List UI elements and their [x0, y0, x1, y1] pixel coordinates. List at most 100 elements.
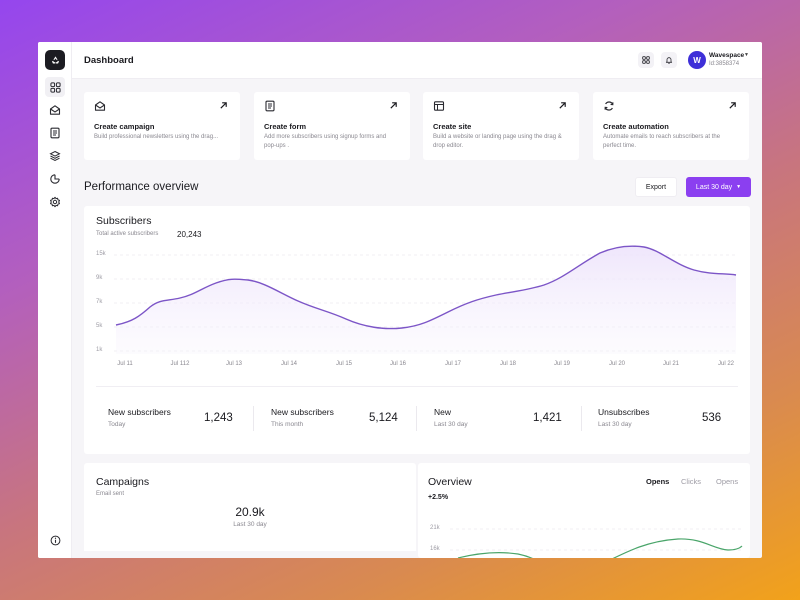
grid-icon: [642, 56, 650, 64]
stat-period: This month: [271, 421, 304, 428]
quick-action-description: Build professional newsletters using the…: [94, 134, 219, 140]
gear-icon: [50, 196, 60, 208]
info-button[interactable]: [47, 532, 63, 548]
sidebar: [38, 42, 72, 558]
user-name[interactable]: Wavespace: [709, 52, 745, 59]
page-title: Dashboard: [84, 55, 134, 66]
sidebar-item-layers[interactable]: [47, 148, 63, 164]
y-tick: 5k: [96, 323, 103, 329]
stat-period: Today: [108, 421, 126, 428]
date-range-label: Last 30 day: [695, 183, 733, 191]
avatar[interactable]: W: [688, 51, 706, 69]
sidebar-item-dashboard[interactable]: [45, 77, 65, 97]
export-button[interactable]: Export: [635, 177, 677, 197]
chevron-down-icon: ▼: [736, 184, 742, 190]
info-icon: [50, 535, 60, 545]
overview-change: +2.5%: [428, 494, 449, 501]
x-tick: Jul 17: [444, 361, 461, 367]
y-tick: 1k: [96, 347, 103, 353]
tab-clicks[interactable]: Clicks: [681, 477, 701, 486]
divider: [253, 406, 254, 431]
stat-value: 536: [702, 412, 722, 424]
stat-label: New: [434, 407, 452, 417]
card-footer-divider: [84, 551, 416, 558]
layout-icon: [433, 101, 445, 111]
quick-action-create-site[interactable]: Create site Build a website or landing p…: [423, 92, 579, 160]
x-tick: Jul 21: [662, 361, 679, 367]
apps-button[interactable]: [638, 52, 654, 68]
quick-action-create-campaign[interactable]: Create campaign Build professional newsl…: [84, 92, 240, 160]
y-tick: 9k: [96, 275, 103, 281]
y-tick: 7k: [96, 299, 103, 305]
quick-action-title: Create form: [264, 122, 307, 131]
arrow-up-right-icon: [559, 102, 566, 109]
quick-action-create-form[interactable]: Create form Add more subscribers using s…: [254, 92, 410, 160]
stat-label: New subscribers: [271, 407, 334, 417]
x-tick: Jul 13: [225, 361, 242, 367]
x-tick: Jul 11: [117, 361, 133, 367]
overview-line-chart: [450, 528, 743, 558]
x-tick: Jul 18: [499, 361, 516, 367]
overview-card: Overview +2.5% Opens Clicks Opens 21k 16…: [418, 463, 750, 558]
divider: [581, 406, 582, 431]
date-range-dropdown[interactable]: Last 30 day ▼: [686, 177, 751, 197]
stat-new-30-day: New Last 30 day 1,421: [434, 399, 564, 435]
app-window: Dashboard W Wavespace Id:3858374 ▼: [38, 42, 762, 558]
card-title: Campaigns: [96, 476, 150, 488]
stat-value: 1,243: [204, 412, 233, 424]
tab-opens[interactable]: Opens: [646, 477, 670, 486]
stat-new-subscribers-month: New subscribers This month 5,124: [271, 399, 401, 435]
quick-action-description: Build a website or landing page using th…: [433, 134, 562, 149]
mail-open-icon: [94, 101, 106, 111]
emails-sent-period: Last 30 day: [233, 521, 267, 528]
x-tick: Jul 112: [170, 361, 190, 367]
stat-value: 5,124: [369, 412, 398, 424]
sidebar-item-reports[interactable]: [47, 171, 63, 187]
stat-unsubscribes: Unsubscribes Last 30 day 536: [598, 399, 728, 435]
user-menu-chevron-down-icon[interactable]: ▼: [744, 52, 749, 58]
divider: [96, 386, 738, 387]
y-tick: 16k: [430, 546, 440, 552]
user-id: Id:3858374: [709, 61, 740, 67]
arrow-up-right-icon: [729, 102, 736, 109]
card-subtitle: Total active subscribers: [96, 231, 159, 237]
stat-label: New subscribers: [108, 407, 171, 417]
x-tick: Jul 20: [608, 361, 625, 367]
sidebar-item-campaigns[interactable]: [47, 102, 63, 118]
notifications-button[interactable]: [661, 52, 677, 68]
quick-action-description: Automate emails to reach subscribers at …: [603, 134, 721, 149]
recycle-logo-icon: [51, 55, 59, 64]
quick-action-description: Add more subscribers using signup forms …: [264, 134, 387, 149]
document-icon: [265, 100, 275, 112]
pie-chart-icon: [50, 174, 60, 184]
emails-sent-value: 20.9k: [235, 505, 265, 519]
layers-icon: [49, 150, 61, 162]
subscribers-card: Subscribers Total active subscribers 20,…: [84, 206, 750, 454]
y-tick: 21k: [430, 525, 440, 531]
x-tick: Jul 14: [280, 361, 297, 367]
card-subtitle: Email sent: [96, 491, 125, 497]
quick-action-title: Create automation: [603, 122, 669, 131]
app-logo[interactable]: [45, 50, 65, 70]
stat-new-subscribers-today: New subscribers Today 1,243: [108, 399, 238, 435]
x-tick: Jul 15: [335, 361, 352, 367]
tab-opens-2[interactable]: Opens: [716, 477, 739, 486]
sidebar-item-forms[interactable]: [47, 125, 63, 141]
section-title: Performance overview: [84, 181, 199, 193]
x-tick: Jul 19: [553, 361, 570, 367]
sidebar-item-settings[interactable]: [47, 194, 63, 210]
x-tick: Jul 16: [389, 361, 406, 367]
stat-label: Unsubscribes: [598, 407, 650, 417]
quick-action-create-automation[interactable]: Create automation Automate emails to rea…: [593, 92, 749, 160]
total-subscribers: 20,243: [177, 230, 202, 239]
document-icon: [50, 127, 60, 139]
x-tick: Jul 22: [717, 361, 734, 367]
bell-icon: [665, 57, 673, 64]
card-title: Subscribers: [96, 215, 152, 227]
card-title: Overview: [428, 476, 472, 488]
grid-icon: [49, 81, 61, 93]
mail-open-icon: [49, 105, 61, 115]
stat-value: 1,421: [533, 412, 562, 424]
stat-period: Last 30 day: [434, 421, 468, 428]
arrow-up-right-icon: [390, 102, 397, 109]
